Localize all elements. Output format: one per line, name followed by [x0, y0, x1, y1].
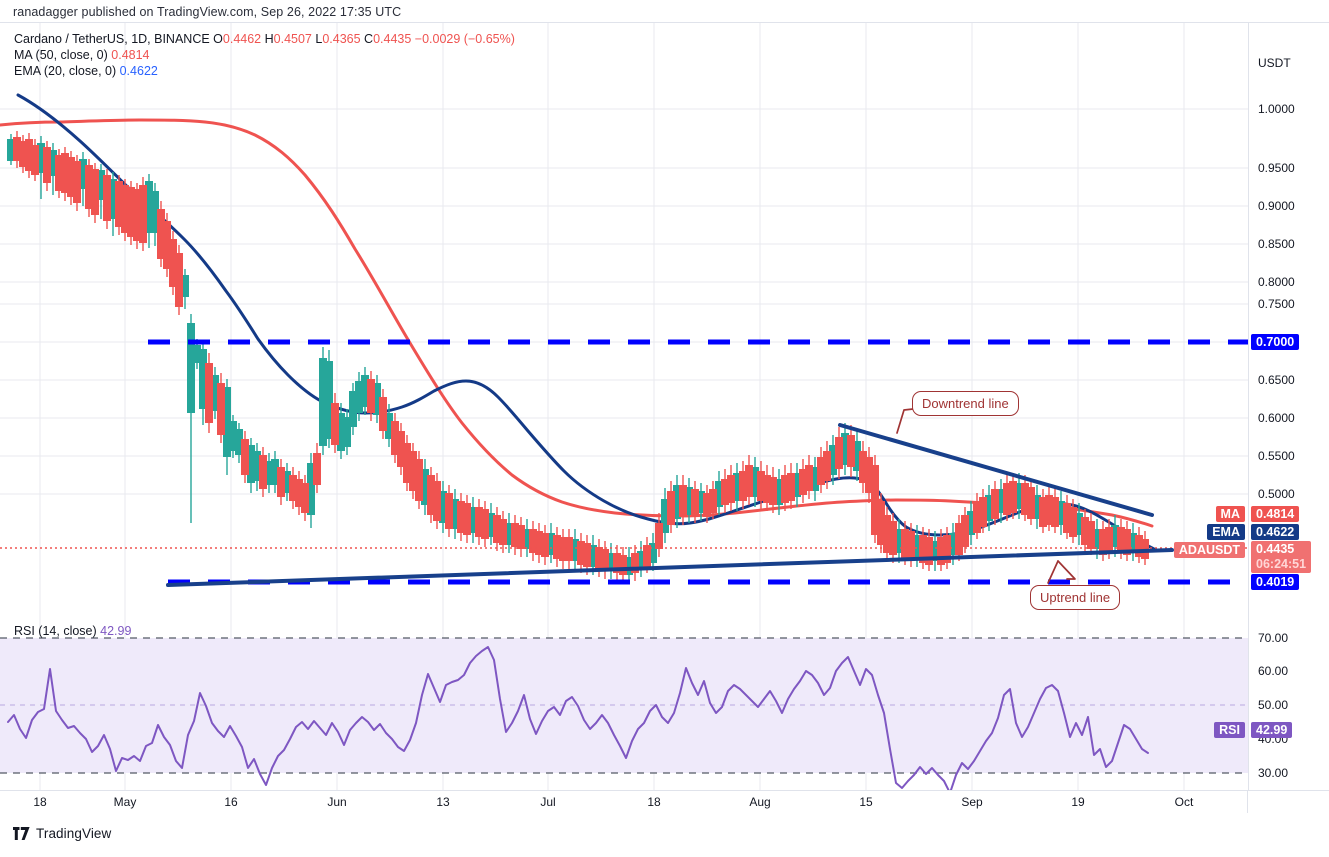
uptrend-line: [166, 548, 1174, 587]
price-tick-1.0000: 1.0000: [1258, 102, 1295, 116]
uptrend-callout-tail: [1057, 560, 1076, 580]
legend-low-label: L: [315, 32, 323, 46]
downtrend-line: [838, 423, 1154, 517]
time-label-6: 18: [647, 795, 661, 809]
legend-high-label: H: [264, 32, 274, 46]
publisher-byline: ranadagger published on TradingView.com,…: [13, 5, 402, 19]
ema-price-tag[interactable]: 0.4622: [1251, 524, 1300, 540]
price-tick-0.9000: 0.9000: [1258, 199, 1295, 213]
chart-canvas: [0, 23, 1248, 790]
price-plot-area[interactable]: Cardano / TetherUS, 1D, BINANCE O0.4462 …: [0, 23, 1248, 790]
uptrend-annotation[interactable]: Uptrend line: [1030, 585, 1121, 610]
time-label-1: May: [113, 795, 137, 809]
ma-price-tag[interactable]: 0.4814: [1251, 506, 1300, 522]
rsi-legend: RSI (14, close) 42.99: [14, 624, 131, 638]
callout-leaders: [896, 408, 1076, 584]
candle-bodies: [7, 137, 1149, 575]
ema-series-label: EMA: [1207, 524, 1245, 540]
ma50-line: [0, 118, 1154, 528]
price-tick-0.6000: 0.6000: [1258, 411, 1295, 425]
rsi-tick-60: 60.00: [1258, 664, 1289, 678]
legend-close-value: 0.4435: [373, 32, 412, 46]
price-tick-0.9500: 0.9500: [1258, 161, 1295, 175]
legend-change: −0.0029 (−0.65%): [414, 32, 515, 46]
rsi-series-label: RSI: [1214, 722, 1245, 738]
chart-legend: Cardano / TetherUS, 1D, BINANCE O0.4462 …: [14, 31, 515, 79]
rsi-legend-value: 42.99: [100, 624, 132, 638]
time-label-7: Aug: [749, 795, 771, 809]
tradingview-brand: TradingView: [36, 826, 112, 841]
time-label-9: Sep: [961, 795, 983, 809]
axis-unit: USDT: [1258, 56, 1291, 70]
time-label-4: 13: [436, 795, 450, 809]
legend-symbol: Cardano / TetherUS, 1D, BINANCE: [14, 32, 210, 46]
rsi-value-tag[interactable]: 42.99: [1251, 722, 1293, 738]
time-label-5: Jul: [540, 795, 556, 809]
price-series-group: [0, 93, 1248, 587]
time-label-10: 19: [1071, 795, 1085, 809]
chart-frame: Cardano / TetherUS, 1D, BINANCE O0.4462 …: [0, 22, 1329, 813]
support-price-tag[interactable]: 0.4019: [1251, 574, 1300, 590]
downtrend-callout-tail: [896, 408, 914, 434]
legend-ma-row: MA (50, close, 0) 0.4814: [14, 47, 515, 63]
price-tick-0.8000: 0.8000: [1258, 275, 1295, 289]
rsi-tick-70: 70.00: [1258, 631, 1289, 645]
time-axis[interactable]: 18 May 16 Jun 13 Jul 18 Aug 15 Sep 19 Oc…: [0, 790, 1329, 813]
downtrend-annotation[interactable]: Downtrend line: [912, 391, 1019, 416]
price-tick-0.6500: 0.6500: [1258, 373, 1295, 387]
time-label-11: Oct: [1174, 795, 1194, 809]
legend-ma-value: 0.4814: [111, 48, 150, 62]
legend-ema-label: EMA (20, close, 0): [14, 64, 117, 78]
time-axis-separator: [1247, 791, 1248, 813]
last-price-value: 0.4435: [1256, 542, 1295, 556]
rsi-panel: [0, 637, 1248, 790]
last-series-label: ADAUSDT: [1173, 542, 1245, 558]
rsi-tick-50: 50.00: [1258, 698, 1289, 712]
legend-symbol-row: Cardano / TetherUS, 1D, BINANCE O0.4462 …: [14, 31, 515, 47]
legend-high-value: 0.4507: [273, 32, 312, 46]
legend-ma-label: MA (50, close, 0): [14, 48, 108, 62]
rsi-legend-label: RSI (14, close): [14, 624, 97, 638]
price-tick-0.5500: 0.5500: [1258, 449, 1295, 463]
uptrend-callout-tail2: [1047, 560, 1059, 584]
rsi-line: [7, 646, 1149, 790]
price-axis[interactable]: USDT 1.0000 0.9500 0.9000 0.8500 0.8000 …: [1248, 23, 1329, 790]
legend-low-value: 0.4365: [322, 32, 361, 46]
legend-ema-row: EMA (20, close, 0) 0.4622: [14, 63, 515, 79]
time-label-3: Jun: [327, 795, 347, 809]
price-tick-0.8500: 0.8500: [1258, 237, 1295, 251]
time-label-0: 18: [33, 795, 47, 809]
price-tick-0.5000: 0.5000: [1258, 487, 1295, 501]
last-price-tag[interactable]: 0.4435 06:24:51: [1251, 541, 1312, 573]
bar-countdown: 06:24:51: [1256, 557, 1307, 571]
candlestick-series: [7, 131, 1149, 583]
legend-close-label: C: [364, 32, 374, 46]
rsi-tick-30: 30.00: [1258, 766, 1289, 780]
ema20-line: [16, 93, 1156, 551]
ma-series-label: MA: [1215, 506, 1245, 522]
time-label-8: 15: [859, 795, 873, 809]
legend-open-value: 0.4462: [222, 32, 262, 46]
tradingview-logo-icon: [13, 827, 30, 840]
legend-ema-value: 0.4622: [119, 64, 158, 78]
legend-open-label: O: [213, 32, 223, 46]
time-label-2: 16: [224, 795, 238, 809]
resistance-price-tag[interactable]: 0.7000: [1251, 334, 1300, 350]
price-gridlines: [0, 108, 1248, 495]
price-tick-0.7500: 0.7500: [1258, 297, 1295, 311]
tradingview-footer[interactable]: TradingView: [13, 826, 111, 841]
